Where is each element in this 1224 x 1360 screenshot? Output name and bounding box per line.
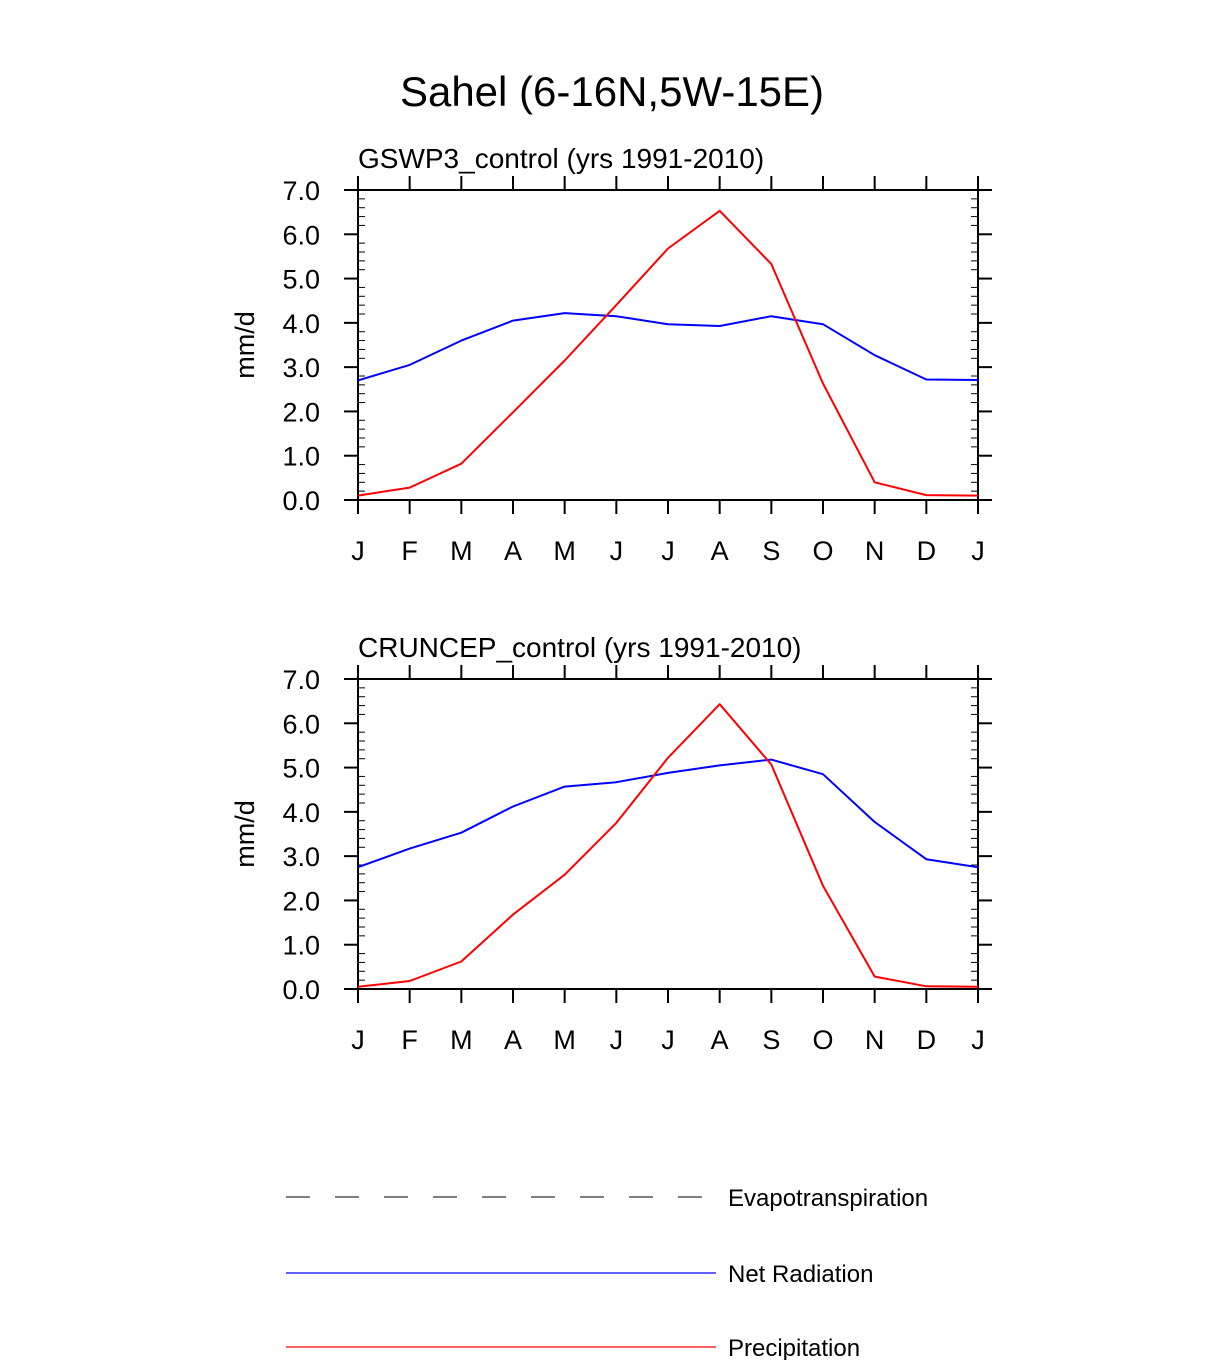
x-tick-label: J	[351, 536, 365, 566]
series-line	[357, 209, 979, 497]
x-tick-label: M	[450, 536, 473, 566]
legend-item-net-radiation: Net Radiation	[286, 1261, 873, 1288]
legend: Evapotranspiration Net Radiation Precipita…	[286, 1185, 928, 1360]
y-tick-label: 1.0	[282, 442, 320, 472]
x-tick-label: J	[971, 536, 985, 566]
y-tick-label: 2.0	[282, 886, 320, 916]
y-tick-label: 3.0	[282, 353, 320, 383]
x-tick-label: J	[610, 1025, 624, 1055]
chart-panels: GSWP3_control (yrs 1991-2010) 0.0 1.0 2.0 3.…	[230, 143, 992, 1055]
y-tick-label: 6.0	[282, 709, 320, 739]
legend-item-precipitation: Precipitation	[286, 1335, 860, 1360]
series-net-radiation	[357, 758, 979, 869]
x-tick-label: J	[661, 536, 675, 566]
series-net-radiation	[357, 312, 979, 382]
x-tick-label: A	[711, 1025, 729, 1055]
y-tick-label: 4.0	[282, 798, 320, 828]
x-tick-label: N	[865, 536, 885, 566]
y-tick-label: 2.0	[282, 397, 320, 427]
x-tick-label: J	[351, 1025, 365, 1055]
plot-frame	[357, 678, 979, 990]
figure-title: Sahel (6-16N,5W-15E)	[400, 68, 824, 115]
x-tick-label: M	[553, 1025, 576, 1055]
series-precipitation	[357, 209, 979, 497]
chart-title: CRUNCEP_control (yrs 1991-2010)	[358, 632, 802, 663]
y-tick-label: 5.0	[282, 754, 320, 784]
x-tick-label: J	[971, 1025, 985, 1055]
chart-title: GSWP3_control (yrs 1991-2010)	[358, 143, 764, 174]
x-tick-label: M	[450, 1025, 473, 1055]
series-line	[357, 758, 979, 869]
legend-label: Precipitation	[728, 1335, 860, 1360]
y-tick-label: 7.0	[282, 176, 320, 206]
series-line	[357, 312, 979, 382]
y-tick-label: 6.0	[282, 220, 320, 250]
y-tick-label: 0.0	[282, 486, 320, 516]
series-line	[357, 703, 979, 988]
legend-item-evapotranspiration: Evapotranspiration	[286, 1185, 928, 1212]
x-tick-label: J	[661, 1025, 675, 1055]
y-tick-label: 1.0	[282, 931, 320, 961]
x-tick-label: S	[762, 1025, 780, 1055]
legend-label: Evapotranspiration	[728, 1185, 928, 1212]
x-tick-label: O	[812, 1025, 833, 1055]
y-tick-label: 4.0	[282, 309, 320, 339]
x-tick-label: A	[711, 536, 729, 566]
legend-label: Net Radiation	[728, 1261, 873, 1288]
x-tick-label: F	[401, 536, 418, 566]
y-axis-label: mm/d	[230, 800, 260, 868]
x-tick-label: D	[917, 1025, 937, 1055]
chart-panel-1: GSWP3_control (yrs 1991-2010) 0.0 1.0 2.0 3.…	[230, 143, 992, 566]
x-tick-label: D	[917, 536, 937, 566]
series-precipitation	[357, 703, 979, 988]
x-tick-label: A	[504, 536, 522, 566]
y-tick-label: 7.0	[282, 665, 320, 695]
x-tick-label: A	[504, 1025, 522, 1055]
y-tick-label: 3.0	[282, 842, 320, 872]
x-tick-label: N	[865, 1025, 885, 1055]
y-tick-label: 5.0	[282, 265, 320, 295]
x-tick-label: M	[553, 536, 576, 566]
x-tick-label: S	[762, 536, 780, 566]
x-tick-label: F	[401, 1025, 418, 1055]
y-axis-label: mm/d	[230, 311, 260, 379]
chart-panel-2: CRUNCEP_control (yrs 1991-2010) 0.0 1.0 2.0…	[230, 632, 992, 1055]
y-tick-label: 0.0	[282, 975, 320, 1005]
x-tick-label: O	[812, 536, 833, 566]
x-tick-label: J	[610, 536, 624, 566]
